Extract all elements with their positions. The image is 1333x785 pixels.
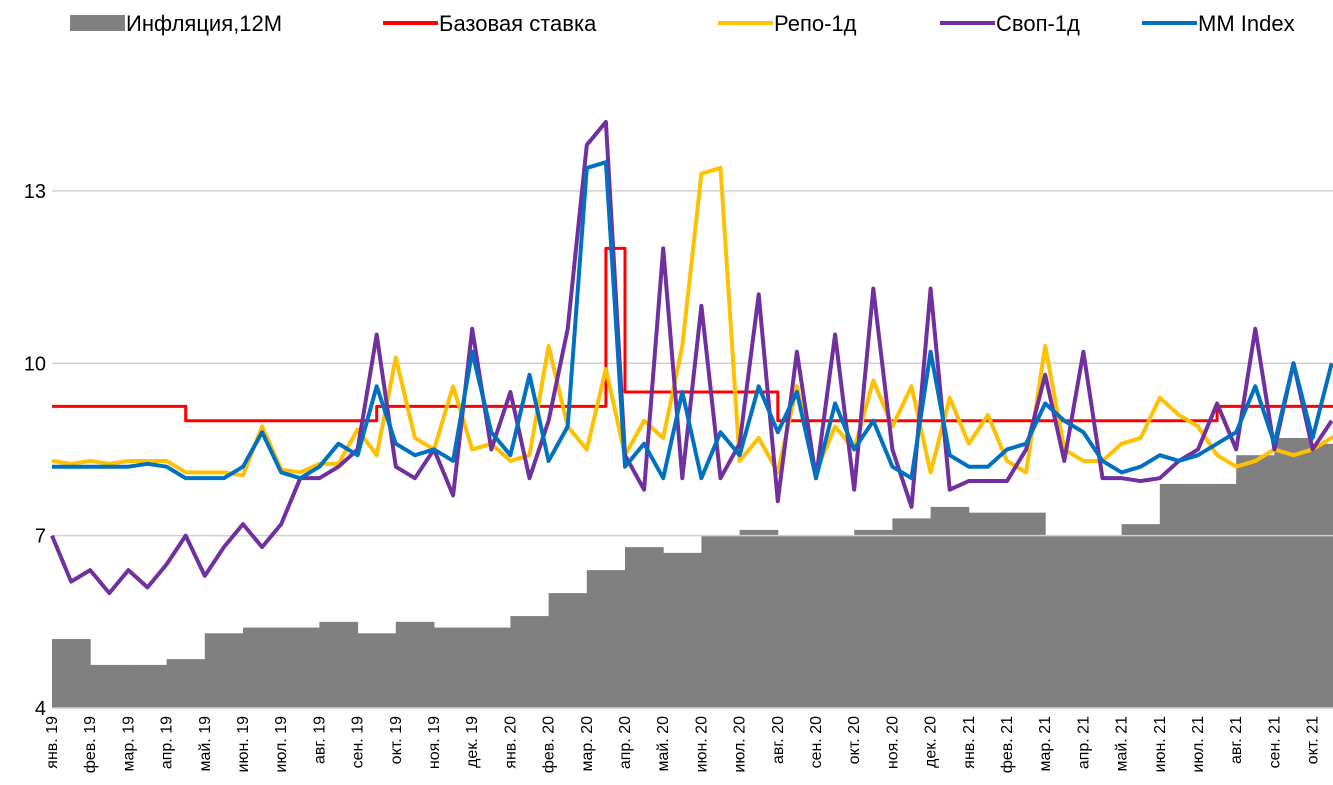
x-tick-label: янв. 19 [44, 716, 61, 769]
x-tick-label: май. 21 [1114, 716, 1131, 772]
y-tick-label: 13 [24, 181, 46, 203]
legend-label: Инфляция,12М [126, 11, 282, 36]
x-tick-label: апр. 19 [159, 716, 176, 769]
inflation-bar [816, 535, 855, 708]
inflation-bar [52, 639, 91, 708]
x-tick-label: мар. 21 [1037, 716, 1054, 772]
x-tick-label: июн. 19 [235, 716, 252, 773]
x-tick-label: апр. 21 [1075, 716, 1092, 769]
x-tick-label: сен. 20 [808, 716, 825, 769]
legend-label: MM Index [1198, 11, 1295, 36]
inflation-bar [281, 627, 320, 708]
x-tick-label: ноя. 20 [884, 716, 901, 769]
series-line [52, 160, 1333, 481]
inflation-bar [166, 659, 206, 708]
inflation-bar [930, 506, 970, 708]
inflation-bar [625, 547, 664, 708]
x-tick-label: сен. 19 [350, 716, 367, 769]
x-tick-label: окт. 19 [388, 716, 405, 764]
inflation-bar [1274, 437, 1314, 708]
x-tick-label: ноя. 19 [426, 716, 443, 769]
y-tick-label: 7 [35, 526, 46, 548]
inflation-bar [701, 535, 741, 708]
inflation-bar [1045, 535, 1084, 708]
legend-label: Репо-1д [774, 11, 857, 36]
x-tick-label: май. 20 [655, 716, 672, 772]
inflation-bar [243, 627, 282, 708]
inflation-bar [1159, 483, 1199, 708]
inflation-bar [892, 518, 932, 708]
inflation-bar [1083, 535, 1123, 708]
series-line [50, 119, 1333, 596]
inflation-bar [434, 627, 473, 708]
inflation-bar [510, 616, 550, 708]
inflation-bar [548, 593, 588, 708]
inflation-bar [777, 535, 817, 708]
x-tick-label: дек. 19 [464, 716, 481, 768]
inflation-bar [968, 512, 1008, 708]
x-tick-label: июл. 20 [732, 716, 749, 773]
inflation-bar [739, 529, 779, 708]
inflation-bar [357, 633, 397, 708]
y-tick-label: 10 [24, 353, 46, 375]
x-tick-label: фев. 19 [82, 716, 99, 773]
x-tick-label: фев. 20 [541, 716, 558, 773]
x-tick-label: окт. 21 [1305, 716, 1322, 764]
inflation-bar [1312, 443, 1333, 708]
legend-swatch [70, 15, 125, 31]
y-tick-label: 4 [35, 698, 46, 720]
inflation-bar [854, 529, 893, 708]
inflation-bar [663, 552, 702, 708]
inflation-bar [1007, 512, 1046, 708]
x-tick-label: окт. 20 [846, 716, 863, 764]
x-tick-label: мар. 19 [120, 716, 137, 772]
x-tick-label: апр. 20 [617, 716, 634, 769]
x-tick-label: авг. 21 [1228, 716, 1245, 764]
x-tick-label: янв. 21 [961, 716, 978, 769]
x-tick-label: май. 19 [197, 716, 214, 772]
x-tick-label: авг. 20 [770, 716, 787, 764]
x-tick-label: сен. 21 [1266, 716, 1283, 769]
inflation-bar [586, 570, 626, 708]
inflation-bar [1121, 524, 1161, 708]
inflation-bar [1198, 483, 1237, 708]
x-tick-label: янв. 20 [502, 716, 519, 769]
inflation-bar [204, 633, 244, 708]
inflation-bar [90, 664, 129, 708]
legend-label: Своп-1д [996, 11, 1080, 36]
x-tick-label: июн. 21 [1152, 716, 1169, 773]
x-tick-label: июн. 20 [693, 716, 710, 773]
inflation-bar [472, 627, 511, 708]
x-tick-label: дек. 20 [923, 716, 940, 768]
series-line [51, 165, 1333, 478]
legend-label: Базовая ставка [439, 11, 597, 36]
x-tick-label: мар. 20 [579, 716, 596, 772]
x-tick-label: авг. 19 [311, 716, 328, 764]
inflation-bar [1236, 455, 1275, 708]
inflation-bar [319, 621, 359, 708]
inflation-bar [395, 621, 435, 708]
inflation-bar [128, 664, 168, 708]
x-tick-label: июл. 19 [273, 716, 290, 773]
x-tick-label: фев. 21 [999, 716, 1016, 773]
x-tick-label: июл. 21 [1190, 716, 1207, 773]
